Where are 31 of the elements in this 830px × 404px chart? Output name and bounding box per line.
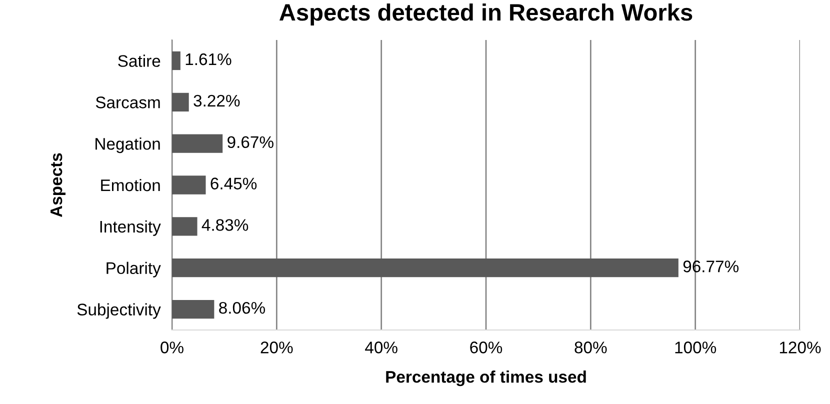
y-tick-label: Negation [96,138,160,154]
data-label: 1.61% [186,53,232,66]
data-label: 3.22% [194,94,240,107]
bar [172,92,189,112]
bar [172,217,198,236]
chart-title: Aspects detected in Research Works [279,3,692,26]
data-label: 4.83% [202,219,248,231]
x-tick-label: 120% [780,342,821,354]
y-tick-label: Subjectivity [77,303,161,319]
data-label: 96.77% [683,260,739,272]
y-tick-label: Polarity [106,262,161,278]
y-tick-label: Satire [118,54,160,67]
bar [172,51,180,70]
x-axis-title: Percentage of times used [386,370,586,386]
x-tick-label: 60% [470,342,502,354]
data-label: 8.06% [219,302,266,314]
bar [172,176,206,194]
y-axis-title: Aspects [50,153,66,218]
x-tick-label: 0% [160,342,184,354]
x-tick-label: 20% [260,342,293,354]
x-tick-label: 100% [675,342,716,354]
bar [172,300,214,319]
bar [172,134,223,153]
y-tick-label: Sarcasm [96,96,160,108]
bar [172,258,678,278]
y-tick-label: Intensity [100,220,161,236]
data-label: 6.45% [210,178,257,190]
data-label: 9.67% [228,136,274,148]
x-tick-label: 80% [574,342,607,354]
y-tick-label: Emotion [101,178,160,192]
x-tick-label: 40% [365,342,398,354]
